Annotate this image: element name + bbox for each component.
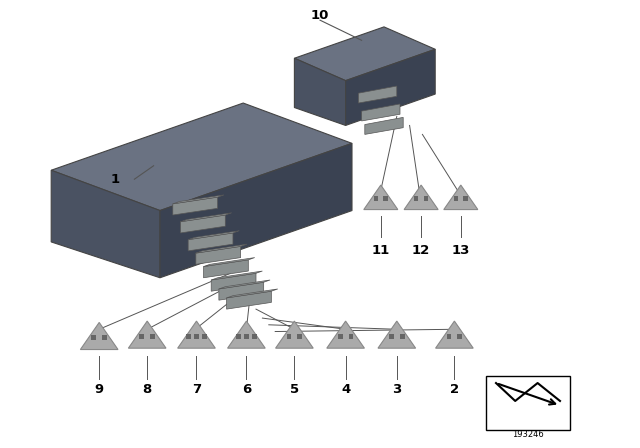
Polygon shape: [204, 258, 255, 267]
Polygon shape: [180, 215, 225, 233]
Polygon shape: [404, 185, 438, 210]
Polygon shape: [219, 282, 264, 300]
FancyBboxPatch shape: [424, 197, 428, 202]
FancyBboxPatch shape: [447, 334, 451, 339]
Text: 10: 10: [311, 9, 329, 22]
Polygon shape: [173, 197, 218, 215]
Text: 8: 8: [143, 383, 152, 396]
FancyBboxPatch shape: [150, 334, 155, 339]
Polygon shape: [227, 289, 278, 298]
FancyBboxPatch shape: [202, 334, 207, 339]
Polygon shape: [378, 321, 415, 348]
FancyBboxPatch shape: [458, 334, 462, 339]
Polygon shape: [188, 233, 233, 251]
FancyBboxPatch shape: [186, 334, 191, 339]
Polygon shape: [228, 321, 265, 348]
FancyBboxPatch shape: [486, 376, 570, 430]
Polygon shape: [436, 321, 473, 348]
Polygon shape: [180, 213, 232, 222]
FancyBboxPatch shape: [287, 334, 291, 339]
FancyBboxPatch shape: [102, 335, 107, 340]
Polygon shape: [173, 195, 224, 204]
Text: 12: 12: [412, 244, 430, 258]
Polygon shape: [196, 246, 241, 264]
Polygon shape: [160, 143, 352, 278]
FancyBboxPatch shape: [389, 334, 394, 339]
Polygon shape: [276, 321, 313, 348]
Polygon shape: [219, 280, 270, 289]
Polygon shape: [188, 231, 239, 240]
FancyBboxPatch shape: [374, 197, 378, 202]
FancyBboxPatch shape: [140, 334, 144, 339]
Polygon shape: [129, 321, 166, 348]
FancyBboxPatch shape: [414, 197, 419, 202]
FancyBboxPatch shape: [236, 334, 241, 339]
Text: 4: 4: [341, 383, 350, 396]
Polygon shape: [204, 260, 248, 278]
Text: 3: 3: [392, 383, 401, 396]
FancyBboxPatch shape: [252, 334, 257, 339]
FancyBboxPatch shape: [400, 334, 404, 339]
FancyBboxPatch shape: [194, 334, 199, 339]
FancyBboxPatch shape: [349, 334, 353, 339]
Polygon shape: [81, 323, 118, 349]
Text: 1: 1: [111, 172, 120, 186]
FancyBboxPatch shape: [383, 197, 388, 202]
Text: 193246: 193246: [512, 430, 544, 439]
Text: 6: 6: [242, 383, 251, 396]
FancyBboxPatch shape: [244, 334, 249, 339]
FancyBboxPatch shape: [92, 335, 96, 340]
Polygon shape: [211, 271, 262, 280]
Polygon shape: [358, 86, 397, 103]
Text: 13: 13: [452, 244, 470, 258]
Polygon shape: [178, 321, 215, 348]
Polygon shape: [294, 58, 346, 125]
Polygon shape: [196, 244, 247, 253]
Polygon shape: [346, 49, 435, 125]
Polygon shape: [444, 185, 478, 210]
Polygon shape: [51, 103, 352, 211]
Text: 2: 2: [450, 383, 459, 396]
Polygon shape: [364, 185, 398, 210]
Polygon shape: [362, 104, 400, 121]
Polygon shape: [227, 291, 271, 309]
FancyBboxPatch shape: [298, 334, 302, 339]
Polygon shape: [211, 273, 256, 291]
Text: 7: 7: [192, 383, 201, 396]
Text: 11: 11: [372, 244, 390, 258]
FancyBboxPatch shape: [463, 197, 468, 202]
Text: 5: 5: [290, 383, 299, 396]
Polygon shape: [327, 321, 364, 348]
FancyBboxPatch shape: [338, 334, 342, 339]
Text: 9: 9: [95, 383, 104, 396]
Polygon shape: [365, 117, 403, 134]
FancyBboxPatch shape: [454, 197, 458, 202]
Polygon shape: [51, 170, 160, 278]
Polygon shape: [294, 27, 435, 81]
